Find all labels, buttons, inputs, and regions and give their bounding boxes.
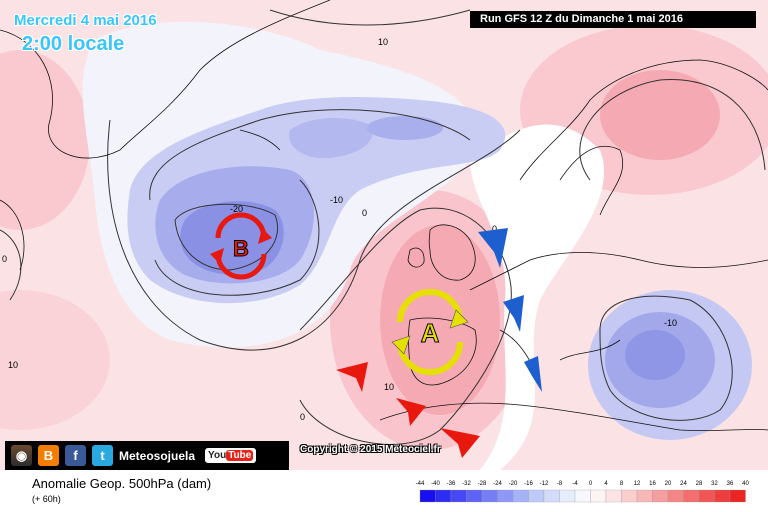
scale-tick-label: -24 — [493, 481, 502, 487]
scale-color-cell — [512, 489, 529, 503]
scale-tick-label: 40 — [742, 481, 749, 487]
scale-color-cell — [621, 489, 638, 503]
contour-label: 0 — [492, 224, 497, 234]
scale-tick-label: 20 — [665, 481, 672, 487]
social-label[interactable]: Meteosojuela — [119, 448, 196, 463]
scale-tick-label: -44 — [416, 481, 425, 487]
run-info: Run GFS 12 Z du Dimanche 1 mai 2016 — [470, 11, 756, 28]
scandinavia-coast — [519, 59, 768, 181]
scale-color-cell — [497, 489, 514, 503]
british-isles-coast — [428, 224, 476, 281]
contour-label: -10 — [330, 195, 343, 205]
scale-color-cell — [605, 489, 622, 503]
blogger-icon[interactable]: B — [38, 445, 59, 466]
contour-label: -20 — [230, 204, 243, 214]
scale-tick-label: 4 — [604, 481, 608, 487]
contour-label: 10 — [378, 37, 388, 47]
scale-color-cell — [481, 489, 498, 503]
scale-color-cell — [729, 489, 746, 503]
scale-color-cell — [419, 489, 436, 503]
contour-label: 0 — [2, 254, 7, 264]
greenland-coast — [0, 0, 331, 159]
scale-tick-label: -36 — [447, 481, 456, 487]
scale-tick-label: 36 — [727, 481, 734, 487]
youtube-icon[interactable]: You Tube — [205, 448, 257, 463]
scale-color-cell — [574, 489, 591, 503]
scale-color-cell — [714, 489, 731, 503]
scale-tick-label: 0 — [589, 481, 593, 487]
contour-label: 0 — [300, 412, 305, 422]
scale-color-cell — [698, 489, 715, 503]
warm-flow-arrows — [336, 362, 480, 458]
low-pressure-symbol: B — [210, 212, 272, 280]
europe-coast — [469, 252, 768, 291]
scale-color-cell — [636, 489, 653, 503]
scale-color-cell — [652, 489, 669, 503]
scale-color-cell — [450, 489, 467, 503]
scale-tick-label: 12 — [634, 481, 641, 487]
twitter-icon[interactable]: t — [92, 445, 113, 466]
cold-flow-arrows — [478, 228, 542, 392]
instagram-icon[interactable]: ◉ — [11, 445, 32, 466]
scale-tick-label: -8 — [557, 481, 563, 487]
contour-label: 0 — [362, 208, 367, 218]
scale-color-cell — [528, 489, 545, 503]
contour-label: 10 — [384, 382, 394, 392]
scale-tick-label: -40 — [431, 481, 440, 487]
svg-text:B: B — [233, 236, 249, 261]
scale-color-cell — [667, 489, 684, 503]
scale-color-cell — [543, 489, 560, 503]
social-bar: ◉ B f t Meteosojuela You Tube — [5, 441, 289, 470]
forecast-time: 2:00 locale — [22, 33, 125, 55]
scale-color-cell — [590, 489, 607, 503]
product-title: Anomalie Geop. 500hPa (dam) — [32, 476, 212, 491]
contour-label: -10 — [664, 318, 677, 328]
scale-tick-label: -4 — [572, 481, 578, 487]
north-africa-coast — [379, 402, 768, 431]
contour-label: 10 — [8, 360, 18, 370]
lead-time: (+ 60h) — [32, 494, 61, 504]
scale-tick-label: 8 — [620, 481, 624, 487]
scale-color-cell — [559, 489, 576, 503]
scale-tick-label: -32 — [462, 481, 471, 487]
scale-tick-label: -20 — [509, 481, 518, 487]
high-pressure-symbol: A — [391, 289, 469, 375]
svg-text:A: A — [421, 318, 440, 348]
copyright: Copyright © 2015 Meteociel.fr — [300, 444, 441, 455]
scale-tick-label: -28 — [478, 481, 487, 487]
color-scale: -44 -40 -36 -32 -28 -24 -20 -16 -12 -8 -4 0 4 8 12 16 20… — [414, 474, 754, 508]
scale-color-cell — [683, 489, 700, 503]
scale-tick-label: 16 — [649, 481, 656, 487]
scale-tick-label: 32 — [711, 481, 718, 487]
scale-tick-label: -12 — [540, 481, 549, 487]
scale-tick-label: 24 — [680, 481, 687, 487]
scale-tick-label: 28 — [696, 481, 703, 487]
anomaly-map: 10 -20 -10 0 0 -10 10 10 0 0 B A — [0, 0, 768, 470]
scale-color-cell — [466, 489, 483, 503]
scale-tick-label: -16 — [524, 481, 533, 487]
facebook-icon[interactable]: f — [65, 445, 86, 466]
scale-color-cell — [435, 489, 452, 503]
forecast-date: Mercredi 4 mai 2016 — [14, 12, 157, 29]
